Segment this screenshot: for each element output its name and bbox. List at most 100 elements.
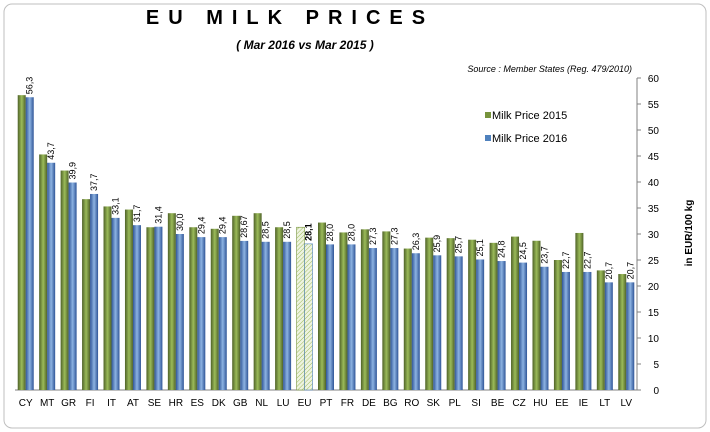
x-tick-label: HR (169, 398, 183, 409)
bar (618, 274, 627, 390)
value-label: 20,7 (604, 262, 614, 280)
value-label: 25,1 (475, 239, 485, 257)
value-label: 56,3 (25, 77, 35, 95)
y-tick-label: 10 (648, 334, 660, 345)
value-label: 28,0 (325, 224, 335, 242)
x-tick-label: EE (555, 398, 569, 409)
value-label: 37,7 (89, 173, 99, 191)
y-tick-label: 5 (653, 360, 659, 371)
x-tick-label: SK (427, 398, 441, 409)
bar (446, 238, 455, 390)
x-tick-label: MT (40, 398, 54, 409)
bar (403, 248, 412, 390)
x-tick-label: LV (621, 398, 633, 409)
bar (497, 261, 506, 390)
bar (454, 256, 463, 390)
x-tick-label: DE (362, 398, 376, 409)
bar (304, 243, 313, 391)
bar (167, 213, 176, 390)
value-label: 26,3 (411, 233, 421, 251)
value-label: 30,0 (175, 213, 185, 231)
x-tick-label: EU (298, 398, 312, 409)
bar (261, 241, 270, 390)
legend-swatch (485, 135, 491, 141)
bar (553, 260, 562, 390)
x-tick-label: DK (212, 398, 226, 409)
bar (540, 266, 549, 390)
bar (360, 229, 369, 390)
bar (25, 97, 34, 391)
x-tick-label: RO (404, 398, 419, 409)
bar (124, 209, 133, 390)
bar (189, 227, 198, 390)
value-label: 25,9 (432, 235, 442, 253)
bar (232, 215, 241, 390)
value-label: 24,8 (497, 241, 507, 259)
x-tick-label: SI (471, 398, 480, 409)
x-tick-label: FR (341, 398, 354, 409)
bar (47, 162, 56, 390)
bar (68, 182, 77, 390)
x-tick-label: GB (233, 398, 248, 409)
value-label: 28,0 (346, 224, 356, 242)
bar (626, 282, 635, 390)
bar (318, 222, 326, 390)
legend-label: Milk Price 2016 (492, 133, 567, 145)
bar (519, 262, 528, 390)
legend-label: Milk Price 2015 (492, 110, 567, 122)
x-tick-label: LT (599, 398, 610, 409)
bar (476, 259, 485, 390)
value-label: 29,4 (196, 217, 206, 235)
chart-title: EU MILK PRICES (146, 7, 434, 29)
y-tick-label: 35 (648, 204, 660, 215)
value-label: 28,67 (239, 215, 249, 238)
bar (175, 234, 184, 390)
bar (275, 227, 284, 390)
bar (60, 170, 69, 390)
y-axis-label: in EUR/100 kg (684, 200, 695, 267)
bar (132, 225, 141, 390)
x-tick-label: IT (107, 398, 116, 409)
bar (575, 232, 584, 390)
x-tick-label: BG (383, 398, 398, 409)
chart-subtitle: ( Mar 2016 vs Mar 2015 ) (236, 38, 373, 52)
value-label: 39,9 (68, 162, 78, 180)
bar (433, 255, 442, 390)
bar (339, 232, 348, 390)
value-label: 31,7 (132, 205, 142, 223)
value-label: 29,4 (218, 217, 228, 235)
y-tick-label: 30 (648, 230, 660, 241)
value-label: 24,5 (518, 242, 528, 260)
y-tick-label: 60 (648, 74, 660, 85)
value-label: 27,3 (368, 228, 378, 246)
bar (382, 231, 391, 390)
bar (82, 199, 91, 390)
bar (468, 239, 477, 390)
value-label: 22,7 (561, 251, 571, 269)
value-label: 28,5 (261, 221, 271, 239)
y-tick-label: 40 (648, 178, 660, 189)
x-tick-label: SE (148, 398, 162, 409)
value-label: 23,7 (539, 246, 549, 264)
value-label: 25,7 (454, 236, 464, 254)
bar (596, 270, 605, 390)
bar (154, 226, 163, 390)
bar (90, 193, 99, 390)
legend-swatch (485, 112, 491, 118)
y-tick-label: 55 (648, 100, 660, 111)
value-label: 27,3 (389, 228, 399, 246)
bar (283, 241, 292, 390)
y-tick-label: 15 (648, 308, 660, 319)
bar (511, 236, 520, 390)
bar (218, 237, 227, 390)
bar (296, 226, 305, 391)
x-tick-label: AT (127, 398, 139, 409)
value-label: 43,7 (46, 142, 56, 160)
value-label: 33,1 (111, 197, 121, 215)
value-label: 22,7 (582, 251, 592, 269)
bar (425, 237, 434, 390)
bar (390, 248, 399, 390)
bar (146, 227, 155, 390)
source: Source : Member States (Reg. 479/2010) (467, 64, 632, 74)
x-tick-label: PT (320, 398, 333, 409)
